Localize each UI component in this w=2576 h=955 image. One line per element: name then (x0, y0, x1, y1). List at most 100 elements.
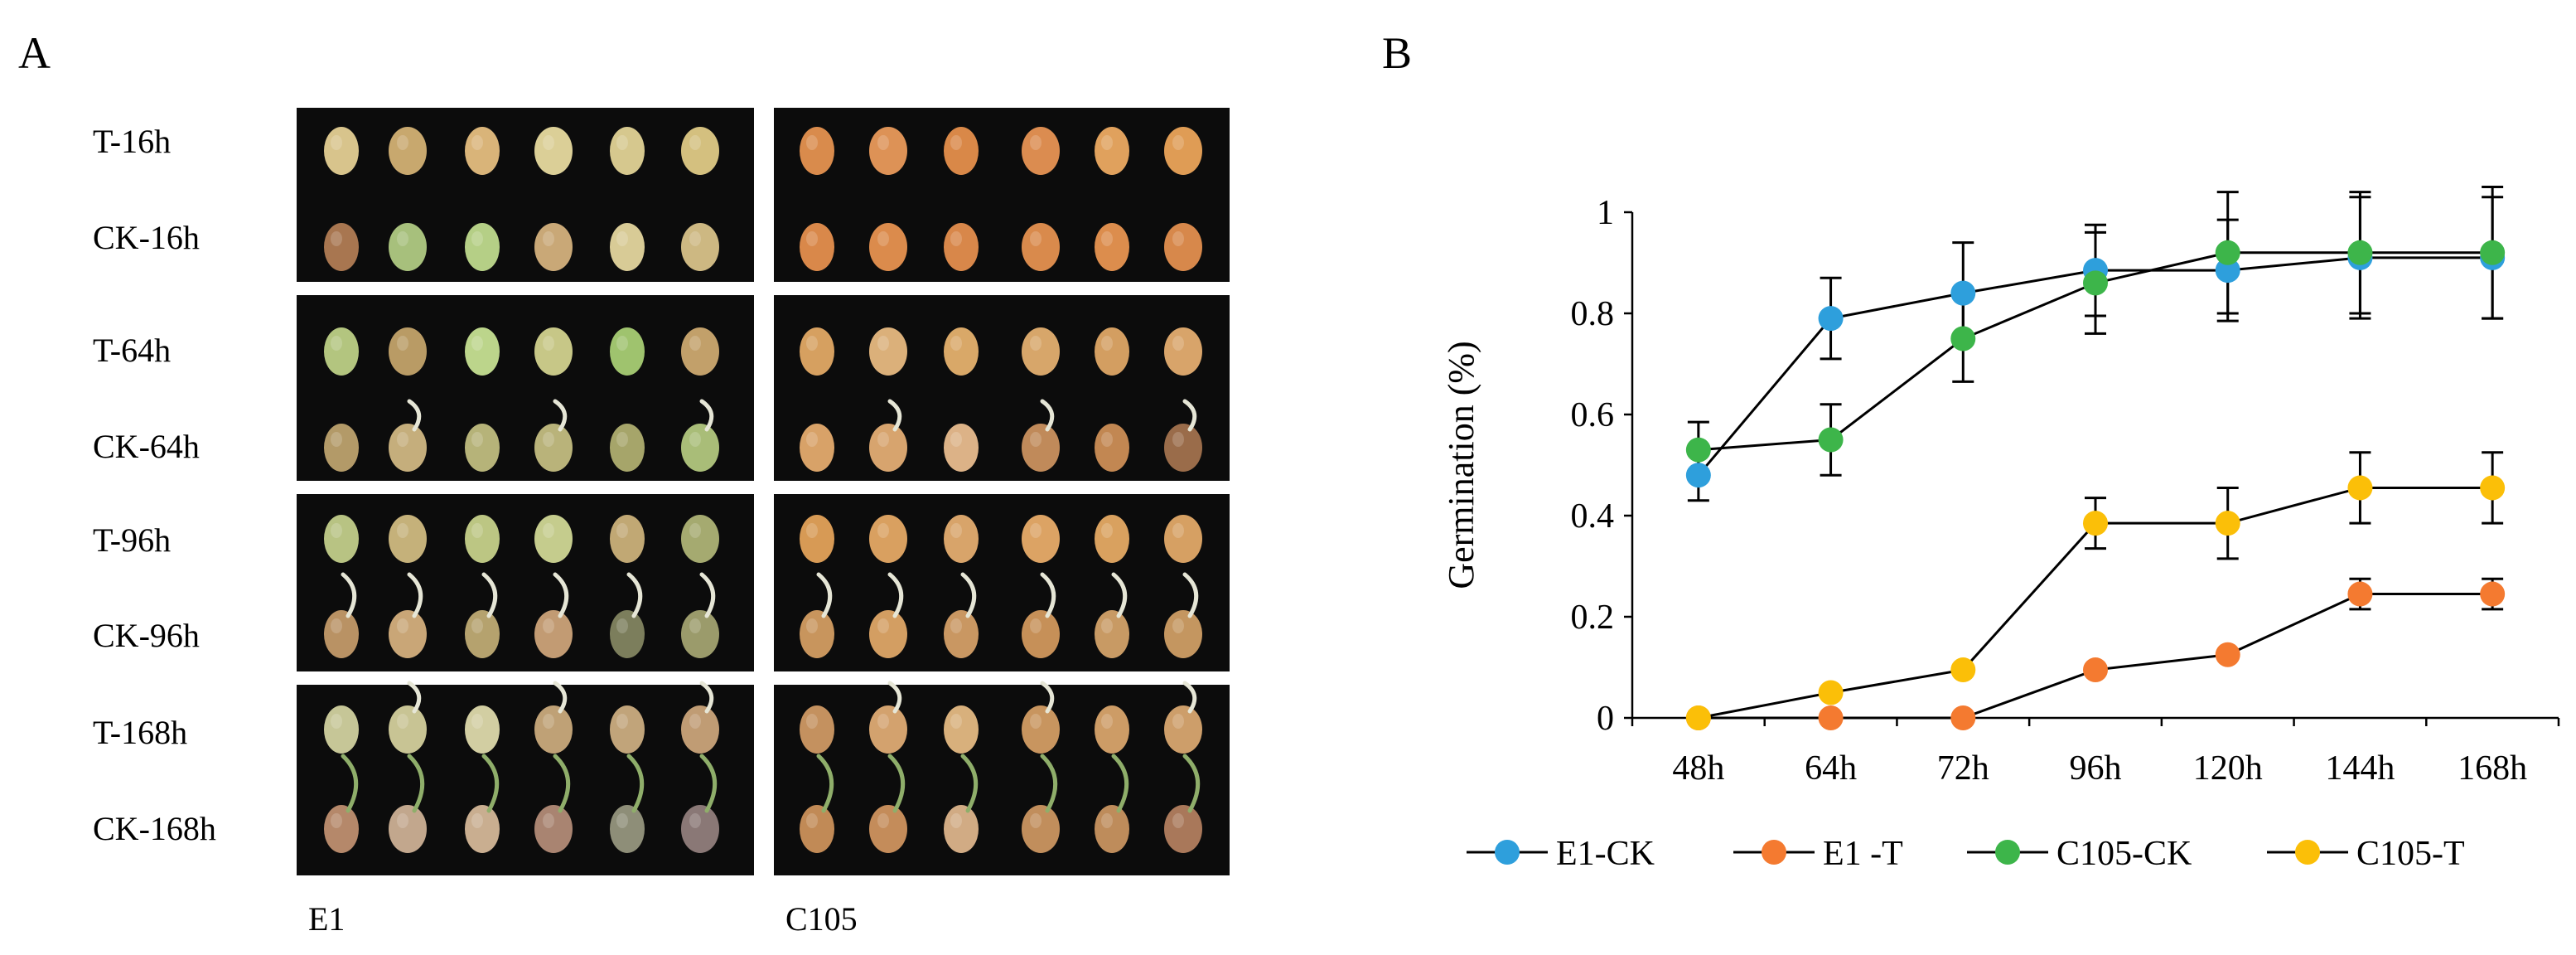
seed-highlight (331, 231, 342, 246)
seed (324, 327, 359, 376)
seed-highlight (543, 231, 554, 246)
seed (534, 223, 573, 271)
seed-highlight (397, 231, 408, 246)
seed-sprout (1182, 681, 1197, 714)
data-point (2480, 475, 2506, 501)
seed (389, 805, 427, 853)
seed-highlight (689, 135, 701, 150)
data-point (1950, 280, 1976, 306)
seed (1022, 327, 1060, 376)
seed (681, 805, 719, 853)
seed-highlight (1172, 714, 1184, 729)
x-tick-label: 72h (1937, 749, 1989, 788)
seed (389, 515, 427, 563)
seed-highlight (471, 231, 483, 246)
seed (465, 223, 500, 271)
seed-sprout (699, 754, 718, 813)
seed-highlight (877, 523, 889, 538)
legend-marker (1495, 840, 1520, 865)
data-point (2215, 240, 2240, 265)
row-label: T-64h (93, 332, 171, 369)
seed (944, 223, 979, 271)
seed-highlight (806, 135, 818, 150)
seed (324, 805, 359, 853)
y-tick-label: 0.6 (1571, 396, 1615, 434)
x-axis-ticks: 48h 64h 72h 96h 120h 144h 168h (1631, 718, 2560, 788)
seed-highlight (1172, 336, 1184, 351)
seed-sprout (553, 754, 571, 813)
seed-highlight (1030, 231, 1042, 246)
x-tick-label: 96h (2070, 749, 2122, 788)
seed (1095, 223, 1129, 271)
seed (389, 223, 427, 271)
seed-sprout (407, 681, 422, 714)
seed-highlight (471, 813, 483, 828)
legend: E1-CK E1 -T C105-CK C105-T (1467, 835, 2465, 873)
seed (800, 223, 834, 271)
seed (944, 127, 979, 175)
seed (324, 424, 359, 472)
seed-highlight (331, 523, 342, 538)
y-tick-label: 0 (1597, 700, 1614, 738)
seed (800, 610, 834, 658)
seed (869, 223, 907, 271)
seed-highlight (950, 714, 962, 729)
seed (681, 223, 719, 271)
seed (324, 610, 359, 658)
seed (1164, 424, 1202, 472)
seed-highlight (397, 813, 408, 828)
seed-highlight (1101, 135, 1113, 150)
seed (800, 515, 834, 563)
y-tick-label: 0.2 (1571, 599, 1615, 637)
seed-highlight (471, 523, 483, 538)
data-point (2347, 475, 2373, 501)
data-point (2480, 581, 2506, 607)
seed-highlight (1172, 813, 1184, 828)
seed (1164, 127, 1202, 175)
seed-sprout (887, 399, 902, 432)
seed-highlight (1172, 231, 1184, 246)
seed-highlight (1172, 135, 1184, 150)
seed-sprout (553, 572, 569, 618)
data-point (2083, 511, 2108, 536)
seed-highlight (1030, 336, 1042, 351)
seed-highlight (1172, 432, 1184, 447)
seed-sprout (1182, 572, 1199, 618)
seed-sprout (1182, 754, 1201, 813)
seed (1022, 610, 1060, 658)
seed-sprout (699, 681, 714, 714)
seed (869, 610, 907, 658)
seed-sprout (407, 572, 423, 618)
seed (681, 610, 719, 658)
data-point (2347, 240, 2373, 265)
seed-highlight (471, 432, 483, 447)
seed-highlight (471, 714, 483, 729)
x-tick-label: 168h (2458, 749, 2527, 788)
seed (869, 515, 907, 563)
y-tick-label: 0.4 (1571, 497, 1615, 536)
photo-panel-e1-64h (297, 295, 754, 481)
seed-sprout (816, 754, 834, 813)
legend-marker (2295, 840, 2320, 865)
seed (610, 805, 645, 853)
seed-sprout (407, 754, 425, 813)
seed-highlight (331, 813, 342, 828)
seed-highlight (689, 336, 701, 351)
seed (681, 424, 719, 472)
seed-highlight (616, 813, 628, 828)
seed-photos (324, 127, 1202, 853)
legend-label: E1-CK (1556, 835, 1655, 873)
seed-highlight (950, 813, 962, 828)
seed (465, 424, 500, 472)
seed-highlight (1101, 813, 1113, 828)
y-axis-ticks: 0 0.2 0.4 0.6 0.8 1 (1571, 194, 1632, 738)
seed-highlight (877, 336, 889, 351)
data-point (1950, 705, 1976, 730)
seed (1022, 805, 1060, 853)
seed-highlight (877, 135, 889, 150)
seed-highlight (397, 432, 408, 447)
seed-highlight (1030, 135, 1042, 150)
seed-highlight (543, 618, 554, 633)
seed (324, 705, 359, 754)
